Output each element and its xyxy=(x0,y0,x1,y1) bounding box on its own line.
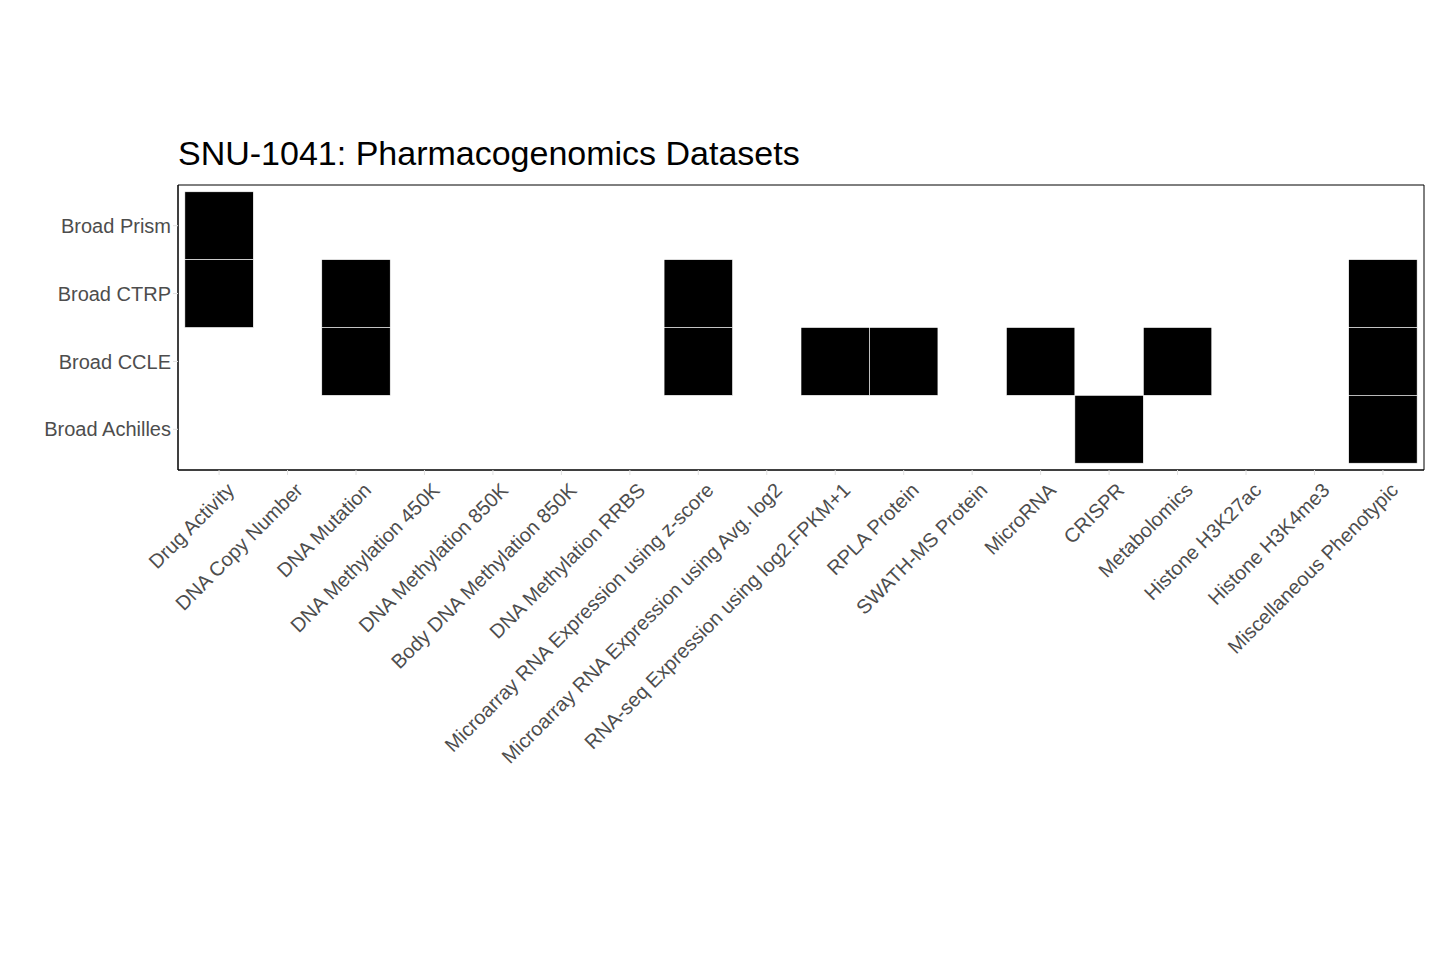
svg-text:Metabolomics: Metabolomics xyxy=(1094,478,1197,582)
svg-text:Microarray RNA Expression usin: Microarray RNA Expression using Avg. log… xyxy=(497,479,786,768)
svg-text:Broad Achilles: Broad Achilles xyxy=(44,418,171,440)
svg-text:DNA Mutation: DNA Mutation xyxy=(272,478,376,582)
svg-text:RNA-seq Expression using log2.: RNA-seq Expression using log2.FPKM+1 xyxy=(580,479,855,754)
svg-text:Histone H3K27ac: Histone H3K27ac xyxy=(1140,479,1266,605)
svg-text:DNA Copy Number: DNA Copy Number xyxy=(171,479,307,615)
svg-text:DNA Methylation RRBS: DNA Methylation RRBS xyxy=(485,478,650,643)
svg-text:Miscellaneous Phenotypic: Miscellaneous Phenotypic xyxy=(1223,479,1402,658)
svg-text:Histone H3K4me3: Histone H3K4me3 xyxy=(1203,479,1333,609)
svg-text:SWATH-MS Protein: SWATH-MS Protein xyxy=(852,479,992,619)
html-text:SNU-1041: Pharmacogenomics Dat: SNU-1041: Pharmacogenomics Datasets xyxy=(178,134,800,172)
svg-text:Body DNA Methylation 850K: Body DNA Methylation 850K xyxy=(386,478,581,673)
svg-text:Drug Activity: Drug Activity xyxy=(144,478,239,573)
svg-text:MicroRNA: MicroRNA xyxy=(980,478,1060,558)
svg-text:CRISPR: CRISPR xyxy=(1059,479,1128,548)
svg-text:Broad Prism: Broad Prism xyxy=(61,215,171,237)
svg-text:DNA Methylation 450K: DNA Methylation 450K xyxy=(285,478,444,637)
svg-text:Broad CTRP: Broad CTRP xyxy=(58,283,171,305)
svg-text:Microarray RNA Expression usin: Microarray RNA Expression using z-score xyxy=(440,479,717,756)
svg-text:DNA Methylation 850K: DNA Methylation 850K xyxy=(354,478,513,637)
svg-text:RPLA Protein: RPLA Protein xyxy=(822,478,923,580)
svg-text:Broad CCLE: Broad CCLE xyxy=(59,351,171,373)
